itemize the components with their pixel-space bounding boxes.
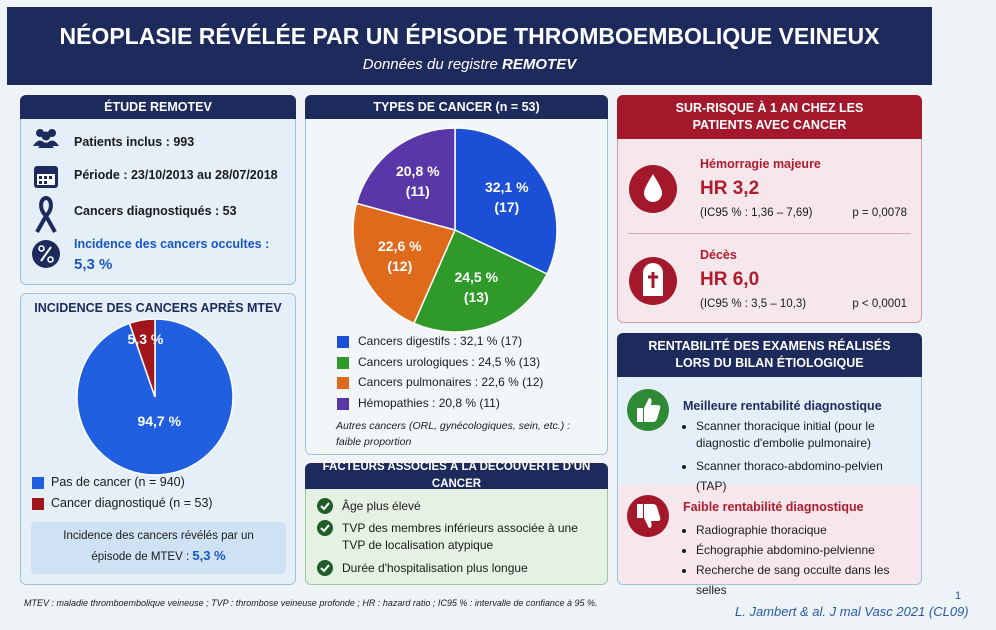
factor-item: Âge plus élevé — [342, 499, 421, 513]
risk-hr: HR 3,2 — [700, 178, 760, 199]
factor-item: TVP des membres inférieurs associée à un… — [342, 521, 578, 552]
study-item: Cancers diagnostiqués : 53 — [74, 204, 237, 218]
risk-label: Décès — [700, 248, 737, 262]
panel-title: INCIDENCE DES CANCERS APRÈS MTEV — [34, 301, 282, 315]
risk-p: p < 0,0001 — [852, 298, 907, 310]
risk-panel: SUR-RISQUE À 1 AN CHEZ LES PATIENTS AVEC… — [617, 95, 922, 323]
risk-ci: (IC95 % : 1,36 – 7,69) — [700, 207, 813, 219]
legend-item: Cancers digestifs : 32,1 % (17) — [358, 334, 523, 348]
study-icons — [32, 129, 60, 268]
pie-slice — [352, 202, 457, 325]
divider — [628, 233, 911, 234]
slice-label: 32,1 % — [485, 179, 529, 195]
panel-title: FACTEURS ASSOCIÉS À LA DÉCOUVERTE D'UN C… — [305, 461, 608, 490]
risk-p: p = 0,0078 — [852, 207, 907, 219]
best-list: Scanner thoracique initial (pour le diag… — [680, 418, 915, 496]
yield-panel: RENTABILITÉ DES EXAMENS RÉALISÉS LORS DU… — [617, 333, 922, 597]
study-item: Période : 23/10/2013 au 28/07/2018 — [74, 168, 278, 182]
study-item: Incidence des cancers occultes : — [74, 237, 270, 251]
yield-icons — [627, 389, 669, 537]
legend-item: Cancers pulmonaires : 22,6 % (12) — [358, 375, 544, 389]
risk-label: Hémorragie majeure — [700, 157, 821, 171]
study-panel: ÉTUDE REMOTEV Patients inclus : 993 Péri… — [20, 95, 296, 285]
pie-slice — [128, 318, 156, 398]
footnote: MTEV : maladie thromboembolique veineuse… — [24, 598, 598, 608]
note-box: Incidence des cancers révélés par un épi… — [31, 522, 286, 574]
header: NÉOPLASIE RÉVÉLÉE PAR UN ÉPISODE THROMBO… — [7, 7, 932, 85]
title: NÉOPLASIE RÉVÉLÉE PAR UN ÉPISODE THROMBO… — [59, 23, 880, 49]
worst-section — [618, 484, 921, 584]
subtitle-text: Données du registre — [362, 56, 498, 73]
legend-item: Hémopathies : 20,8 % (11) — [358, 395, 500, 410]
subtitle: Données du registre REMOTEV — [7, 56, 932, 73]
legend-item: Pas de cancer (n = 940) — [51, 475, 185, 489]
slice-count: (12) — [387, 258, 412, 274]
risk-ci: (IC95 % : 3,5 – 10,3) — [700, 298, 807, 310]
slice-count: (11) — [406, 183, 430, 199]
citation: L. Jambert & al. J mal Vasc 2021 (CL09) — [735, 604, 969, 619]
worst-item: Échographie abdomino-pelvienne — [696, 540, 920, 560]
panel-title: RENTABILITÉ DES EXAMENS RÉALISÉS LORS DU… — [617, 333, 922, 377]
slice-label: 94,7 % — [137, 413, 181, 429]
note: Autres cancers (ORL, gynécologiques, sei… — [336, 420, 571, 448]
legend-swatch — [32, 477, 44, 489]
factor-item: Durée d'hospitalisation plus longue — [342, 561, 528, 575]
worst-item: Recherche de sang occulte dans les selle… — [696, 560, 920, 600]
worst-list: Radiographie thoracique Échographie abdo… — [680, 520, 920, 600]
legend-swatch — [337, 356, 349, 369]
incidence-pie: 94,7 % 5,3 % — [76, 318, 234, 476]
legend-swatch — [32, 498, 44, 510]
worst-title: Faible rentabilité diagnostique — [683, 500, 864, 514]
best-title: Meilleure rentabilité diagnostique — [683, 399, 882, 413]
slice-count: (17) — [494, 199, 519, 215]
best-item: Scanner thoracique initial (pour le diag… — [696, 418, 915, 452]
factors-panel: FACTEURS ASSOCIÉS À LA DÉCOUVERTE D'UN C… — [305, 461, 608, 585]
slice-label: 20,8 % — [396, 163, 440, 179]
slice-label: 24,5 % — [454, 269, 498, 285]
legend-swatch — [337, 336, 349, 348]
study-highlight: 5,3 % — [74, 256, 113, 273]
legend-swatch — [337, 377, 349, 389]
pie-slice — [454, 127, 558, 276]
panel-title: SUR-RISQUE À 1 AN CHEZ LES PATIENTS AVEC… — [617, 95, 922, 139]
slice-label: 5,3 % — [128, 331, 164, 347]
pie-slice — [355, 127, 456, 231]
risk-hr: HR 6,0 — [700, 269, 760, 290]
check-icons — [317, 498, 333, 576]
note: Incidence des cancers révélés par un épi… — [63, 530, 254, 563]
subtitle-emphasis: REMOTEV — [502, 56, 577, 73]
panel-title: ÉTUDE REMOTEV — [20, 95, 296, 119]
slice-label: 22,6 % — [378, 238, 422, 254]
page-number: 1 — [955, 590, 962, 602]
types-pie: 32,1 % (17) 24,5 % (13) 22,6 % (12) 20,8 % (11) — [352, 127, 558, 333]
legend-item: Cancer diagnostiqué (n = 53) — [51, 496, 213, 510]
panel-title: TYPES DE CANCER (n = 53) — [305, 95, 608, 119]
risk-icons — [629, 165, 677, 305]
slice-count: (13) — [464, 289, 489, 305]
legend-item: Cancers urologiques : 24,5 % (13) — [358, 354, 541, 369]
worst-item: Radiographie thoracique — [696, 520, 920, 540]
legend-swatch — [337, 397, 349, 410]
pie-slice — [412, 228, 549, 333]
study-item: Patients inclus : 993 — [74, 135, 195, 149]
best-item: Scanner thoraco-abdomino-pelvien (TAP) — [696, 456, 915, 496]
note-value: 5,3 % — [192, 548, 226, 563]
